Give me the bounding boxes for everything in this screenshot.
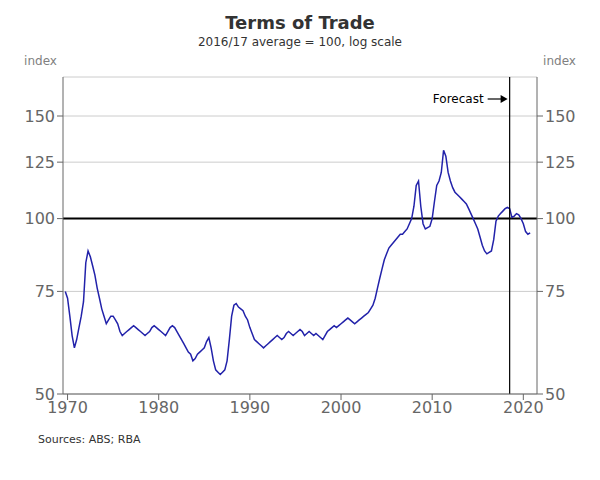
html-text:2016/17 average = 100, log sca: 2016/17 average = 100, log scale	[198, 35, 402, 49]
svg-text:index: index	[543, 54, 576, 68]
svg-text:75: 75	[545, 282, 565, 301]
svg-text:1980: 1980	[138, 398, 179, 417]
svg-text:150: 150	[545, 107, 576, 126]
svg-text:1990: 1990	[230, 398, 271, 417]
svg-text:2020: 2020	[503, 398, 544, 417]
svg-text:2010: 2010	[412, 398, 453, 417]
svg-text:100: 100	[24, 209, 55, 228]
svg-text:50: 50	[35, 385, 55, 404]
html-text:Sources: ABS; RBA: Sources: ABS; RBA	[38, 433, 141, 446]
svg-text:index: index	[24, 54, 57, 68]
svg-text:125: 125	[545, 153, 576, 172]
html-text:Terms of Trade: Terms of Trade	[225, 12, 375, 33]
svg-text:1970: 1970	[47, 398, 88, 418]
svg-text:50: 50	[545, 385, 565, 404]
svg-text:75: 75	[35, 282, 55, 301]
svg-text:150: 150	[24, 107, 55, 126]
svg-text:2000: 2000	[321, 398, 362, 417]
svg-text:Forecast: Forecast	[433, 92, 484, 106]
svg-text:100: 100	[545, 209, 576, 228]
svg-text:125: 125	[24, 153, 55, 172]
